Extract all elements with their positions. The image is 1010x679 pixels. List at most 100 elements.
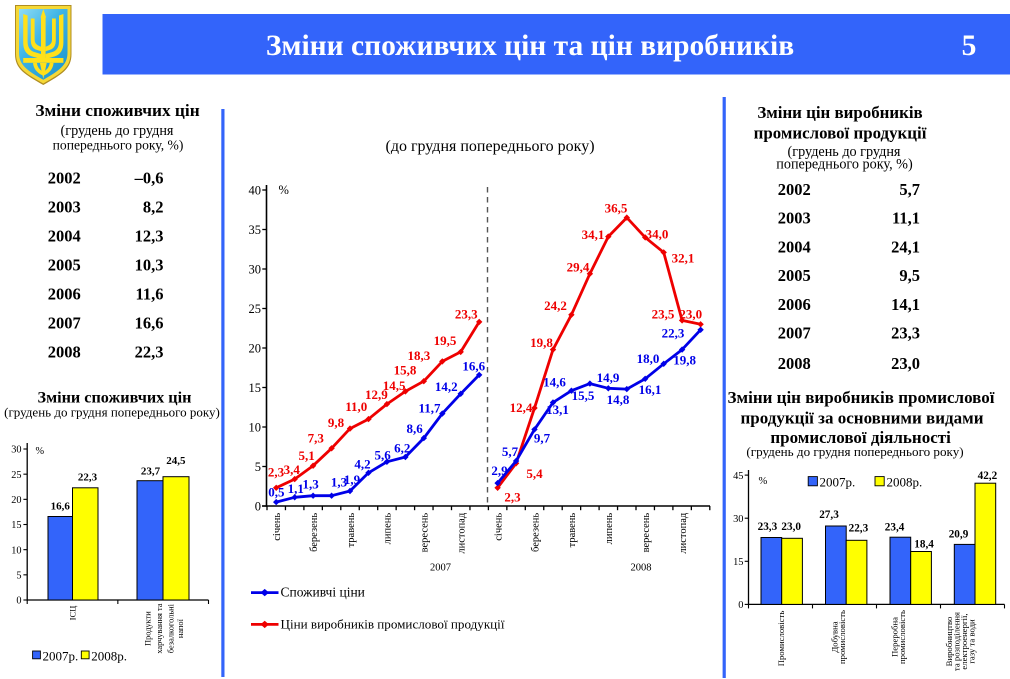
svg-text:23,7: 23,7 xyxy=(141,465,161,477)
svg-text:27,3: 27,3 xyxy=(819,509,839,521)
svg-text:30: 30 xyxy=(11,445,21,456)
svg-text:безалкогольні: безалкогольні xyxy=(166,603,175,653)
svg-text:2003: 2003 xyxy=(48,197,81,216)
svg-text:11,0: 11,0 xyxy=(345,399,367,414)
svg-text:2007: 2007 xyxy=(778,324,811,343)
svg-text:23,4: 23,4 xyxy=(885,522,905,534)
svg-text:продукції за основними видами: продукції за основними видами xyxy=(741,408,984,427)
svg-text:Ціни виробників промислової пр: Ціни виробників промислової продукції xyxy=(281,617,505,632)
svg-text:Зміни споживчих цін та цін вир: Зміни споживчих цін та цін виробників xyxy=(266,30,794,62)
svg-text:попереднього року, %): попереднього року, %) xyxy=(53,138,184,154)
svg-text:23,3: 23,3 xyxy=(891,324,920,343)
svg-text:2008: 2008 xyxy=(631,563,652,574)
svg-text:5,7: 5,7 xyxy=(899,180,920,199)
svg-text:18,0: 18,0 xyxy=(637,351,660,366)
svg-text:24,1: 24,1 xyxy=(891,237,920,256)
svg-text:промислової діяльності: промислової діяльності xyxy=(770,428,951,447)
svg-text:2004: 2004 xyxy=(778,237,811,256)
svg-text:2007: 2007 xyxy=(48,314,81,333)
svg-text:5: 5 xyxy=(962,30,977,62)
svg-text:(грудень до грудня: (грудень до грудня xyxy=(61,123,174,139)
svg-text:2004: 2004 xyxy=(48,227,81,246)
svg-text:18,4: 18,4 xyxy=(914,539,934,551)
svg-text:11,6: 11,6 xyxy=(136,284,164,303)
svg-text:23,3: 23,3 xyxy=(758,521,778,533)
svg-text:%: % xyxy=(36,446,45,457)
svg-text:22,3: 22,3 xyxy=(78,471,98,483)
svg-text:промисловість: промисловість xyxy=(897,610,907,664)
svg-text:Переробна: Переробна xyxy=(890,617,900,657)
svg-text:14,9: 14,9 xyxy=(597,370,620,385)
svg-text:22,3: 22,3 xyxy=(662,326,685,341)
svg-text:7,3: 7,3 xyxy=(308,430,325,445)
svg-text:11,1: 11,1 xyxy=(892,209,920,228)
svg-text:1,1: 1,1 xyxy=(288,481,304,496)
svg-text:11,7: 11,7 xyxy=(418,401,441,416)
svg-text:19,8: 19,8 xyxy=(673,353,696,368)
svg-text:2002: 2002 xyxy=(48,169,81,188)
svg-text:30: 30 xyxy=(249,262,262,276)
svg-text:2005: 2005 xyxy=(778,266,811,285)
svg-text:2006: 2006 xyxy=(48,284,81,303)
svg-text:Добувна: Добувна xyxy=(830,621,840,652)
svg-text:40: 40 xyxy=(249,183,262,197)
svg-text:12,9: 12,9 xyxy=(365,387,388,402)
svg-text:1,3: 1,3 xyxy=(331,475,348,490)
svg-text:промислової продукції: промислової продукції xyxy=(754,124,927,143)
svg-text:2008р.: 2008р. xyxy=(91,648,127,663)
svg-text:4,2: 4,2 xyxy=(354,457,370,472)
svg-text:34,1: 34,1 xyxy=(582,227,605,242)
svg-text:24,5: 24,5 xyxy=(166,455,186,467)
svg-text:45: 45 xyxy=(733,471,743,482)
svg-text:травень: травень xyxy=(346,513,357,548)
svg-text:14,5: 14,5 xyxy=(383,378,406,393)
svg-text:березень: березень xyxy=(530,513,541,552)
svg-text:22,3: 22,3 xyxy=(135,342,164,361)
svg-text:14,6: 14,6 xyxy=(543,375,566,390)
svg-text:42,2: 42,2 xyxy=(978,470,998,482)
svg-text:15,5: 15,5 xyxy=(572,388,595,403)
svg-text:%: % xyxy=(279,183,289,197)
svg-text:14,1: 14,1 xyxy=(891,295,920,314)
svg-text:0: 0 xyxy=(255,499,261,513)
svg-text:15: 15 xyxy=(11,520,21,531)
svg-text:5: 5 xyxy=(16,570,21,581)
svg-text:8,2: 8,2 xyxy=(143,197,164,216)
svg-text:23,0: 23,0 xyxy=(679,307,702,322)
svg-text:14,2: 14,2 xyxy=(435,379,458,394)
svg-text:29,4: 29,4 xyxy=(567,260,590,275)
svg-text:листопад: листопад xyxy=(678,512,689,553)
svg-text:(грудень до грудня: (грудень до грудня xyxy=(788,144,901,160)
svg-text:32,1: 32,1 xyxy=(672,251,695,266)
svg-text:25: 25 xyxy=(11,470,21,481)
svg-text:електроенергії,: електроенергії, xyxy=(959,613,969,669)
svg-text:травень: травень xyxy=(567,513,578,548)
svg-text:Споживчі ціни: Споживчі ціни xyxy=(281,585,365,600)
svg-text:Зміни споживчих цін: Зміни споживчих цін xyxy=(35,101,199,120)
svg-text:–0,6: –0,6 xyxy=(134,169,164,188)
svg-text:попереднього року, %): попереднього року, %) xyxy=(776,156,913,172)
svg-text:листопад: листопад xyxy=(457,512,468,553)
svg-text:25: 25 xyxy=(249,302,262,316)
svg-text:9,8: 9,8 xyxy=(328,415,345,430)
svg-text:23,5: 23,5 xyxy=(652,307,675,322)
svg-text:2007: 2007 xyxy=(430,563,451,574)
svg-text:5: 5 xyxy=(255,460,261,474)
svg-text:18,3: 18,3 xyxy=(408,348,431,363)
svg-text:19,8: 19,8 xyxy=(530,335,553,350)
svg-text:8,6: 8,6 xyxy=(406,421,423,436)
svg-text:Зміни цін виробників промислов: Зміни цін виробників промислової xyxy=(728,388,995,407)
svg-text:2,3: 2,3 xyxy=(268,465,285,480)
svg-text:2005: 2005 xyxy=(48,255,81,274)
svg-text:5,6: 5,6 xyxy=(374,448,391,463)
svg-text:13,1: 13,1 xyxy=(546,402,569,417)
svg-text:23,0: 23,0 xyxy=(781,521,801,533)
svg-text:2008р.: 2008р. xyxy=(887,475,923,490)
svg-text:2007р.: 2007р. xyxy=(43,648,79,663)
svg-text:15,8: 15,8 xyxy=(394,363,417,378)
svg-text:0: 0 xyxy=(738,600,743,611)
svg-text:2002: 2002 xyxy=(778,180,811,199)
svg-text:Виробництво: Виробництво xyxy=(944,616,954,666)
svg-text:2003: 2003 xyxy=(778,209,811,228)
svg-text:2008: 2008 xyxy=(48,342,81,361)
